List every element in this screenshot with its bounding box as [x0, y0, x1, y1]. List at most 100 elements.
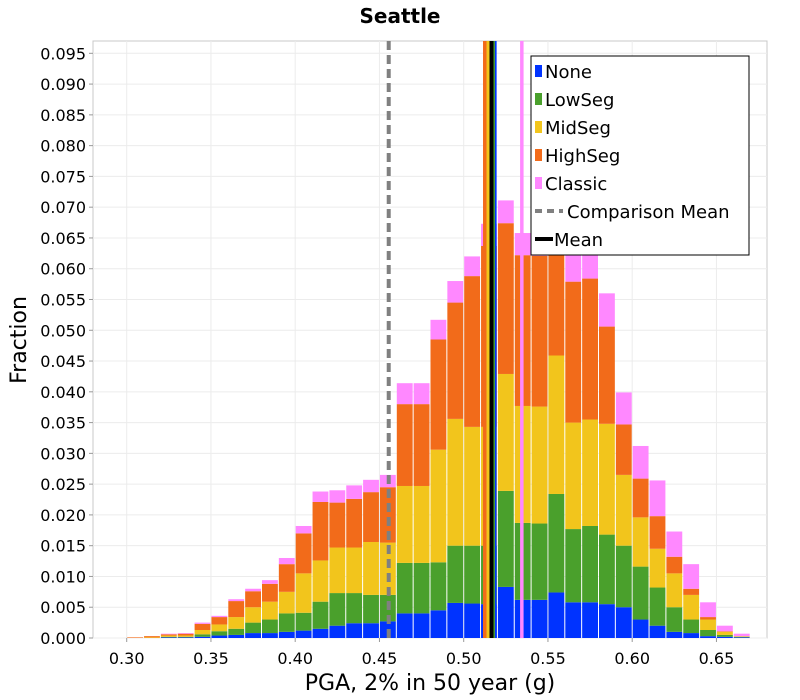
bar-highseg-segment	[666, 556, 683, 574]
y-axis-ticks: 0.000 0.005 0.010 0.015 0.020 0.025 0.030 0.035…	[40, 44, 93, 648]
y-tick-label: 0.045	[40, 352, 86, 371]
bar-lowseg-segment	[464, 545, 481, 604]
bar-highseg-segment	[228, 601, 245, 618]
y-tick-label: 0.055	[40, 290, 86, 309]
y-tick-label: 0.070	[40, 198, 86, 217]
bar-highseg-segment	[177, 633, 194, 636]
bar-none-segment	[413, 613, 430, 638]
bar-highseg-segment	[615, 424, 632, 475]
bar-classic-segment	[430, 319, 447, 340]
bar-classic-segment	[177, 633, 194, 634]
bar-lowseg-segment	[160, 636, 177, 638]
bar-highseg-segment	[211, 617, 228, 625]
bar-none-segment	[228, 634, 245, 638]
bar-highseg-segment	[430, 339, 447, 450]
bar-lowseg-segment	[228, 628, 245, 635]
x-tick-label: 0.45	[362, 649, 398, 668]
bar-highseg-segment	[497, 223, 514, 374]
bar-midseg-segment	[632, 517, 649, 567]
bar-none-segment	[531, 599, 548, 638]
bar-none-segment	[278, 631, 295, 638]
legend: None LowSeg MidSeg HighSeg Classic Comparison…	[530, 55, 750, 256]
bar-highseg-segment	[245, 591, 261, 608]
bar-midseg-segment	[582, 419, 598, 526]
bar-lowseg-segment	[683, 619, 700, 634]
bar-midseg-segment	[194, 629, 211, 635]
bar-midseg-segment	[464, 426, 481, 546]
bar-highseg-segment	[632, 478, 649, 518]
bar-midseg-segment	[228, 617, 245, 629]
legend-label-classic: Classic	[545, 174, 607, 195]
bar-midseg-segment	[615, 474, 632, 546]
bar-midseg-segment	[278, 591, 295, 614]
bar-classic-segment	[160, 633, 177, 635]
bar-midseg-segment	[312, 560, 329, 602]
bar-classic-segment	[262, 580, 278, 584]
bar-midseg-segment	[262, 601, 278, 620]
bar-none-segment	[245, 633, 261, 638]
bar-lowseg-segment	[413, 562, 430, 614]
bar-lowseg-segment	[329, 593, 346, 626]
bar-classic-segment	[278, 557, 295, 565]
y-tick-label: 0.080	[40, 137, 86, 156]
legend-label-mean: Mean	[554, 230, 603, 251]
bar-highseg-segment	[531, 255, 548, 407]
bar-none-segment	[363, 623, 379, 638]
legend-swatch-highseg	[535, 149, 542, 161]
x-tick-label: 0.60	[614, 649, 650, 668]
bar-lowseg-segment	[396, 562, 413, 614]
bar-midseg-segment	[160, 635, 177, 637]
bar-lowseg-segment	[632, 566, 649, 620]
bar-lowseg-segment	[194, 634, 211, 637]
bar-highseg-segment	[565, 281, 582, 423]
bar-midseg-segment	[379, 542, 396, 595]
bar-lowseg-segment	[245, 622, 261, 634]
y-tick-label: 0.015	[40, 537, 86, 556]
bar-none-segment	[683, 633, 700, 638]
mean-lines	[386, 41, 524, 638]
x-axis-label: PGA, 2% in 50 year (g)	[305, 671, 556, 696]
bar-classic-segment	[295, 525, 312, 534]
bar-classic-segment	[716, 625, 733, 632]
bar-lowseg-segment	[278, 613, 295, 632]
bar-lowseg-segment	[700, 629, 716, 637]
bar-none-segment	[177, 637, 194, 638]
y-axis-label: Fraction	[7, 296, 32, 384]
bar-none-segment	[211, 635, 228, 638]
bar-highseg-segment	[295, 533, 312, 574]
bar-none-segment	[548, 592, 565, 638]
bar-midseg-segment	[733, 636, 750, 637]
x-axis-ticks: 0.30 0.35 0.40 0.45 0.50 0.55 0.60 0.65	[109, 638, 734, 668]
legend-swatch-lowseg	[535, 93, 542, 105]
x-tick-label: 0.35	[193, 649, 229, 668]
bar-none-segment	[649, 625, 666, 638]
bar-midseg-segment	[211, 624, 228, 632]
bar-none-segment	[700, 636, 716, 638]
bar-midseg-segment	[447, 418, 464, 546]
bar-classic-segment	[245, 588, 261, 592]
bar-highseg-segment	[649, 516, 666, 549]
legend-swatch-none	[535, 65, 542, 77]
bar-midseg-segment	[363, 541, 379, 595]
bar-highseg-segment	[700, 617, 716, 620]
y-tick-label: 0.095	[40, 44, 86, 63]
x-tick-label: 0.30	[109, 649, 145, 668]
bar-none-segment	[396, 613, 413, 638]
bar-classic-segment	[733, 633, 750, 637]
bar-highseg-segment	[447, 302, 464, 419]
bar-none-segment	[565, 602, 582, 638]
bar-none-segment	[582, 602, 598, 638]
bar-classic-segment	[211, 615, 228, 618]
bar-midseg-segment	[599, 423, 615, 535]
y-tick-label: 0.075	[40, 167, 86, 186]
bar-none-segment	[329, 625, 346, 638]
bar-highseg-segment	[262, 583, 278, 602]
bar-none-segment	[312, 628, 329, 638]
bar-classic-segment	[683, 564, 700, 589]
bar-highseg-segment	[464, 276, 481, 427]
legend-swatch-midseg	[535, 121, 542, 133]
y-tick-label: 0.035	[40, 414, 86, 433]
bar-classic-segment	[666, 531, 683, 557]
bar-midseg-segment	[245, 607, 261, 623]
y-tick-label: 0.065	[40, 229, 86, 248]
